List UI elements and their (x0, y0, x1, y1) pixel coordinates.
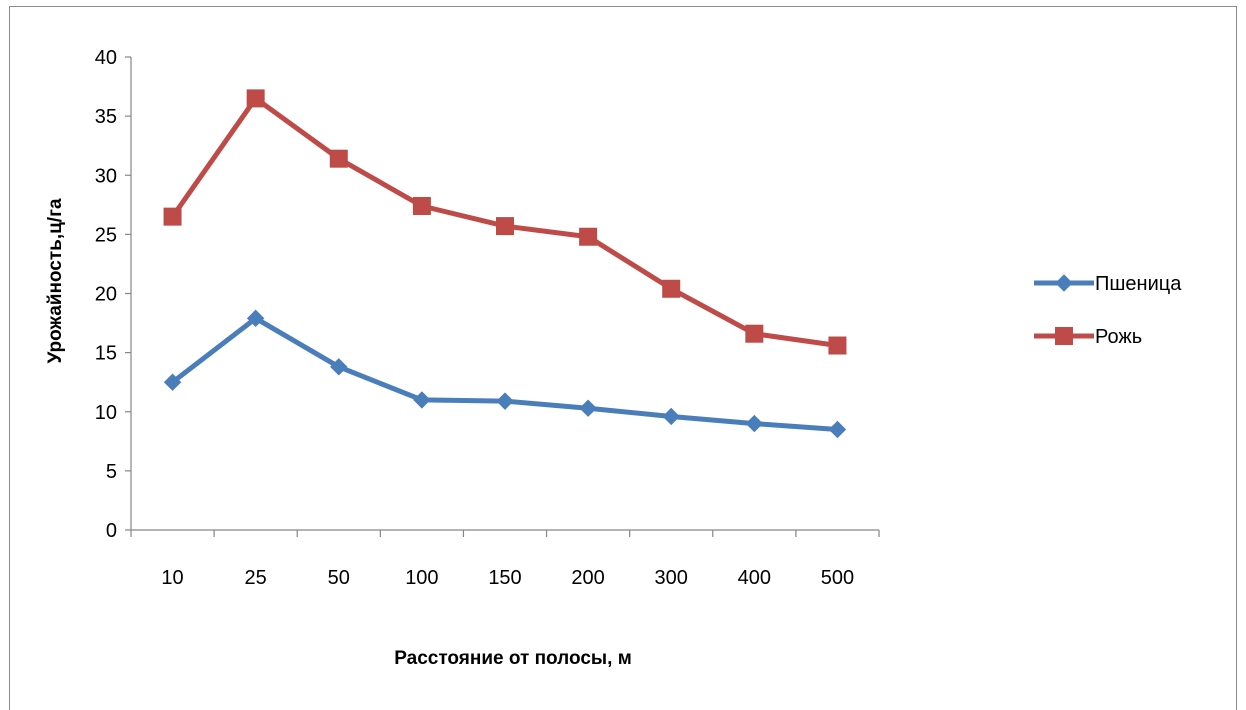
y-tick-label: 15 (95, 343, 117, 365)
data-point (163, 373, 182, 391)
y-axis-title: Урожайность,ц/га (45, 198, 66, 364)
data-point (496, 217, 514, 236)
data-point (329, 149, 348, 168)
y-tick-label: 30 (95, 165, 117, 187)
data-point (246, 309, 265, 328)
x-tick-label: 200 (571, 567, 604, 589)
x-tick-label: 100 (405, 567, 438, 589)
data-point (579, 227, 598, 246)
x-tick-label: 25 (245, 567, 267, 589)
data-point (496, 392, 514, 410)
data-point (330, 358, 348, 376)
y-tick-label: 20 (95, 284, 117, 306)
y-tick-label: 25 (95, 224, 117, 246)
data-point (163, 207, 182, 226)
x-axis-title: Расстояние от полосы, м (394, 648, 632, 669)
data-point (828, 420, 847, 439)
y-tick-label: 35 (95, 106, 117, 128)
legend-entry: Пшеница (1034, 273, 1182, 295)
data-point (412, 196, 431, 215)
chart-frame (9, 6, 1237, 710)
data-point (246, 89, 265, 108)
data-point (745, 414, 764, 433)
y-tick-label: 40 (95, 47, 117, 69)
legend-marker (1055, 274, 1073, 292)
y-tick-label: 0 (106, 520, 117, 542)
x-tick-label: 150 (488, 567, 521, 589)
legend: Пшеница Рожь (1034, 273, 1182, 348)
legend-entry: Рожь (1034, 326, 1142, 348)
x-tick-label: 10 (161, 567, 183, 589)
series-wheat (163, 309, 847, 439)
legend-marker (1055, 327, 1073, 345)
data-point (828, 336, 847, 355)
data-point (745, 324, 764, 343)
x-tick-label: 400 (738, 567, 771, 589)
series-rye (163, 89, 847, 355)
axes: 0 5 10 15 20 25 30 35 40 10 25 50 100 150 200 300 400 500 (95, 47, 880, 589)
data-point (413, 391, 431, 409)
legend-label: Рожь (1095, 326, 1142, 348)
series-line (170, 315, 840, 432)
y-tick-label: 10 (95, 402, 117, 424)
x-tick-label: 500 (821, 567, 854, 589)
x-tick-label: 300 (655, 567, 688, 589)
data-point (579, 399, 597, 417)
y-tick-label: 5 (106, 461, 117, 483)
x-tick-label: 50 (328, 567, 350, 589)
series-layer (163, 89, 847, 439)
data-point (662, 279, 681, 298)
legend-label: Пшеница (1095, 273, 1182, 295)
data-point (662, 407, 680, 426)
